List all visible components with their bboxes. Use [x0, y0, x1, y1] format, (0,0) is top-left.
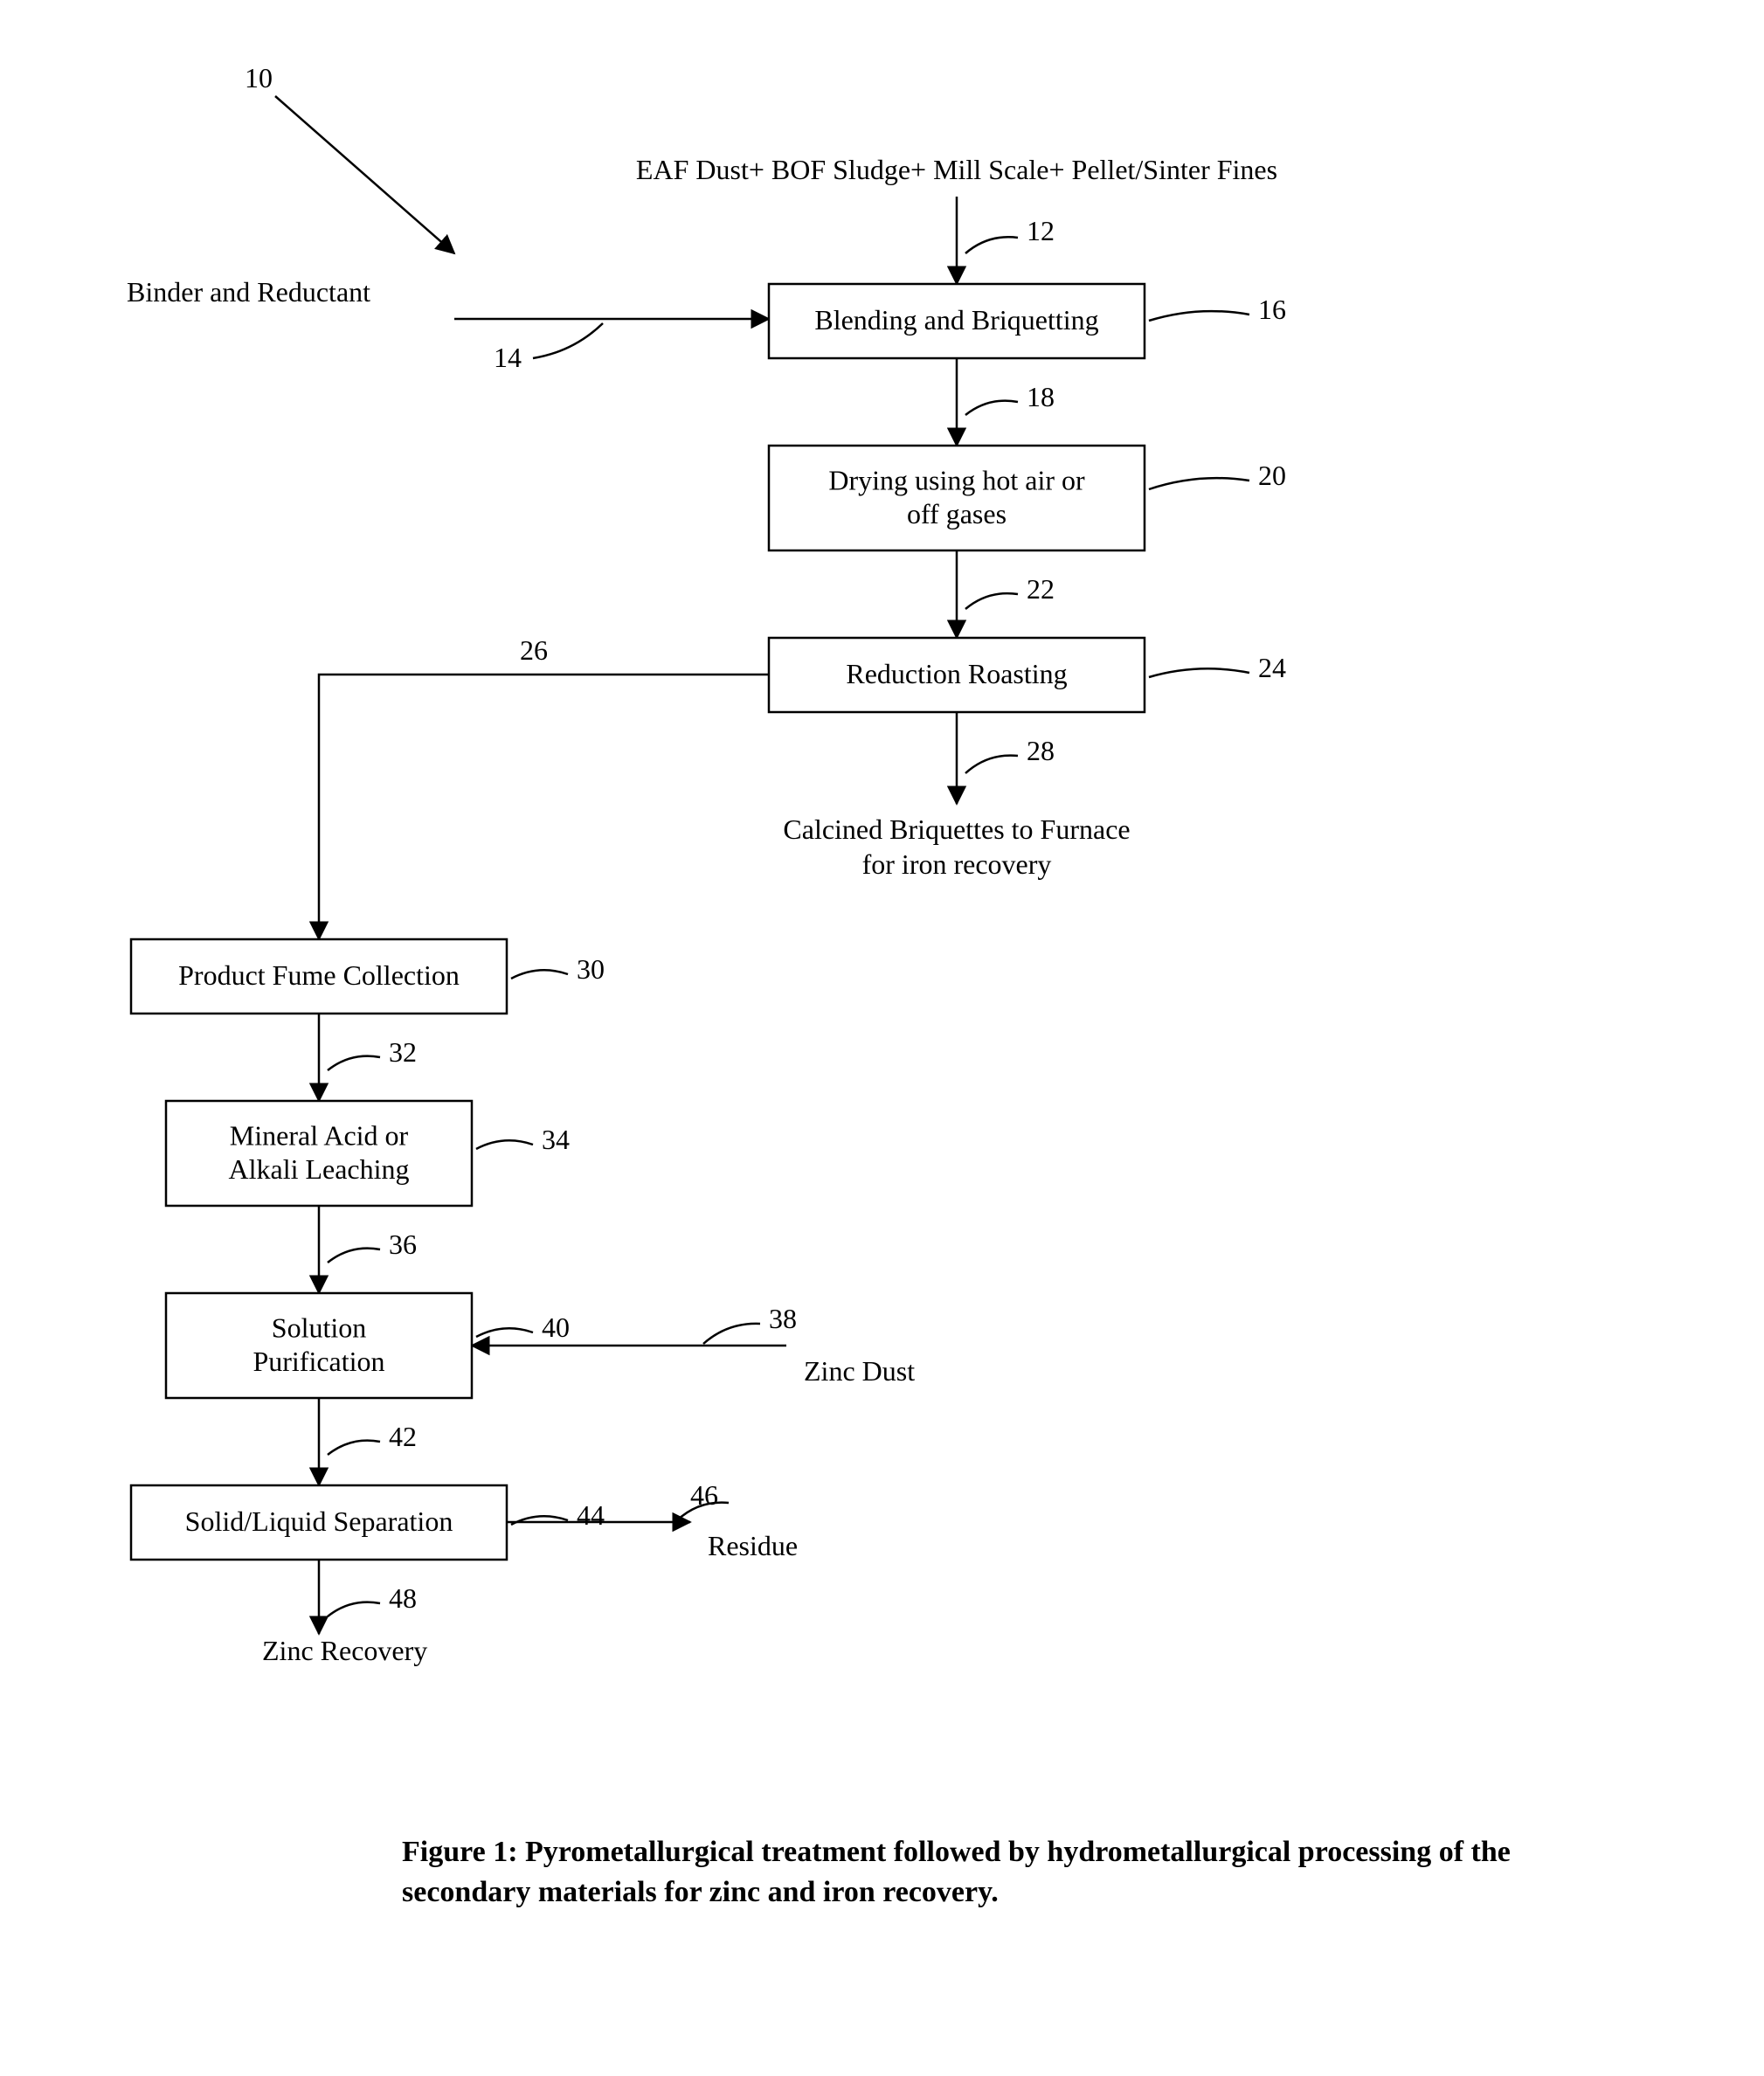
- ref-tick: [965, 756, 1018, 773]
- edge-e10: [275, 96, 454, 253]
- process-box-label: Blending and Briquetting: [814, 304, 1098, 336]
- ref-number: 22: [965, 573, 1055, 609]
- caption-layer: Figure 1: Pyrometallurgical treatment fo…: [402, 1836, 1511, 1908]
- process-box-n30: Product Fume Collection: [131, 939, 507, 1014]
- ref-number-text: 32: [389, 1036, 417, 1068]
- ref-number-text: 20: [1258, 460, 1286, 491]
- ref-number-text: 10: [245, 62, 273, 93]
- ref-tick: [328, 1602, 380, 1616]
- ref-number-text: 30: [577, 953, 605, 985]
- ref-number: 20: [1149, 460, 1286, 491]
- ref-number: 10: [245, 62, 273, 93]
- ref-number-text: 14: [494, 342, 522, 373]
- ref-tick: [1149, 668, 1249, 677]
- label-residue: Residue: [708, 1530, 798, 1561]
- ref-tick: [328, 1249, 380, 1263]
- process-box-label: Drying using hot air or: [828, 464, 1085, 495]
- ref-number-text: 36: [389, 1228, 417, 1260]
- ref-number-text: 26: [520, 634, 548, 666]
- process-box-label: Product Fume Collection: [178, 959, 460, 991]
- ref-number: 18: [965, 381, 1055, 415]
- ref-tick: [677, 1503, 729, 1520]
- ref-tick: [328, 1441, 380, 1455]
- ref-tick: [511, 970, 568, 979]
- ref-number: 30: [511, 953, 605, 985]
- edge-e26: [319, 675, 769, 939]
- process-box-label: Purification: [252, 1346, 384, 1377]
- boxes-layer: Blending and Briquetting Drying using hot…: [131, 284, 1145, 1560]
- process-box-label: Solid/Liquid Separation: [185, 1505, 453, 1537]
- ref-number: 44: [511, 1499, 605, 1531]
- ref-number: 34: [476, 1124, 570, 1155]
- ref-tick: [511, 1516, 568, 1525]
- process-box-label: Alkali Leaching: [228, 1153, 409, 1185]
- process-box-n16: Blending and Briquetting: [769, 284, 1145, 358]
- ref-number: 40: [476, 1311, 570, 1343]
- ref-number-text: 46: [690, 1479, 718, 1511]
- ref-number: 36: [328, 1228, 417, 1263]
- ref-number-text: 42: [389, 1421, 417, 1452]
- ref-number: 38: [703, 1303, 797, 1344]
- ref-number-text: 16: [1258, 294, 1286, 325]
- ref-number: 12: [965, 215, 1055, 253]
- ref-number-text: 40: [542, 1311, 570, 1343]
- label-calcined_2: for iron recovery: [862, 848, 1052, 880]
- ref-tick: [965, 401, 1018, 415]
- process-box-n24: Reduction Roasting: [769, 638, 1145, 712]
- label-zincdust: Zinc Dust: [804, 1355, 915, 1387]
- process-box-n40: SolutionPurification: [166, 1293, 472, 1398]
- ref-tick: [1149, 478, 1249, 489]
- label-input_top: EAF Dust+ BOF Sludge+ Mill Scale+ Pellet…: [636, 154, 1277, 185]
- process-box-label: Mineral Acid or: [230, 1119, 409, 1151]
- ref-number-text: 44: [577, 1499, 605, 1531]
- ref-number: 16: [1149, 294, 1286, 325]
- ref-number: 14: [494, 323, 603, 373]
- ref-number: 24: [1149, 652, 1286, 683]
- ref-number-text: 34: [542, 1124, 570, 1155]
- ref-number-text: 28: [1027, 735, 1055, 766]
- ref-number-text: 12: [1027, 215, 1055, 246]
- process-box-n44: Solid/Liquid Separation: [131, 1485, 507, 1560]
- ref-tick: [965, 237, 1018, 253]
- ref-number-text: 18: [1027, 381, 1055, 412]
- labels-layer: EAF Dust+ BOF Sludge+ Mill Scale+ Pellet…: [127, 154, 1277, 1666]
- label-zincrec: Zinc Recovery: [262, 1635, 427, 1666]
- ref-number: 28: [965, 735, 1055, 773]
- label-binder: Binder and Reductant: [127, 276, 370, 308]
- ref-tick: [965, 593, 1018, 609]
- ref-number-text: 22: [1027, 573, 1055, 605]
- ref-tick: [533, 323, 603, 358]
- ref-number: 48: [328, 1582, 417, 1616]
- ref-tick: [328, 1056, 380, 1070]
- process-box-label: Reduction Roasting: [846, 658, 1067, 689]
- ref-number-text: 48: [389, 1582, 417, 1614]
- ref-tick: [703, 1324, 760, 1344]
- ref-tick: [476, 1328, 533, 1337]
- ref-number-text: 24: [1258, 652, 1286, 683]
- process-box-label: Solution: [272, 1311, 366, 1343]
- process-box-n34: Mineral Acid orAlkali Leaching: [166, 1101, 472, 1206]
- figure-caption: Figure 1: Pyrometallurgical treatment fo…: [402, 1836, 1511, 1868]
- ref-number-text: 38: [769, 1303, 797, 1334]
- ref-tick: [1149, 311, 1249, 321]
- ref-number: 42: [328, 1421, 417, 1455]
- ref-number: 26: [520, 634, 548, 666]
- ref-number: 32: [328, 1036, 417, 1070]
- process-box-label: off gases: [907, 498, 1007, 529]
- figure-caption: secondary materials for zinc and iron re…: [402, 1876, 999, 1908]
- process-box-n20: Drying using hot air oroff gases: [769, 446, 1145, 550]
- label-calcined_1: Calcined Briquettes to Furnace: [783, 813, 1130, 845]
- ref-number: 46: [677, 1479, 729, 1520]
- ref-tick: [476, 1140, 533, 1149]
- flowchart: Blending and Briquetting Drying using hot…: [0, 0, 1764, 2076]
